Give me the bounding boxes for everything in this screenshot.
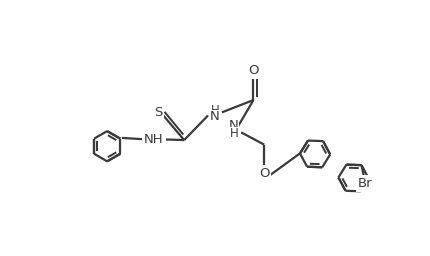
Text: N: N	[229, 119, 238, 132]
Text: N: N	[210, 110, 220, 123]
Text: S: S	[154, 106, 162, 119]
Text: NH: NH	[144, 133, 163, 146]
Text: H: H	[230, 127, 239, 140]
Text: H: H	[211, 103, 219, 116]
Text: Br: Br	[358, 177, 373, 190]
Text: O: O	[248, 64, 259, 77]
Text: O: O	[259, 167, 270, 180]
